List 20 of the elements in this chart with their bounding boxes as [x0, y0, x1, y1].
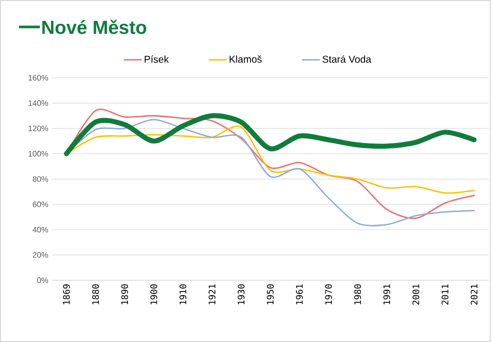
x-tick-label: 1991 — [383, 284, 390, 304]
legend-label: Písek — [144, 55, 169, 63]
x-tick-label: 1980 — [354, 284, 362, 304]
x-tick-label: 2001 — [412, 284, 420, 305]
x-tick-label: 1900 — [150, 284, 158, 304]
legend-label: Stará Voda — [322, 55, 372, 63]
x-tick-label: 1970 — [325, 284, 332, 304]
x-tick-label: 1950 — [266, 284, 274, 304]
x-tick-label: 1921 — [208, 284, 216, 304]
x-tick-label: 1910 — [180, 284, 186, 304]
line-series — [64, 113, 477, 156]
legend-label: Nové Město — [42, 20, 146, 34]
x-tick-label: 2011 — [442, 284, 448, 305]
x-tick-label: 1930 — [238, 284, 245, 304]
x-tick-label: 1869 — [63, 284, 70, 304]
x-tick-label: 2021 — [470, 284, 478, 305]
x-tick-label: 1890 — [121, 284, 128, 304]
legend-label: Klamoš — [230, 55, 262, 63]
x-tick-label: 1961 — [296, 284, 303, 304]
x-tick-label: 1880 — [92, 284, 99, 304]
